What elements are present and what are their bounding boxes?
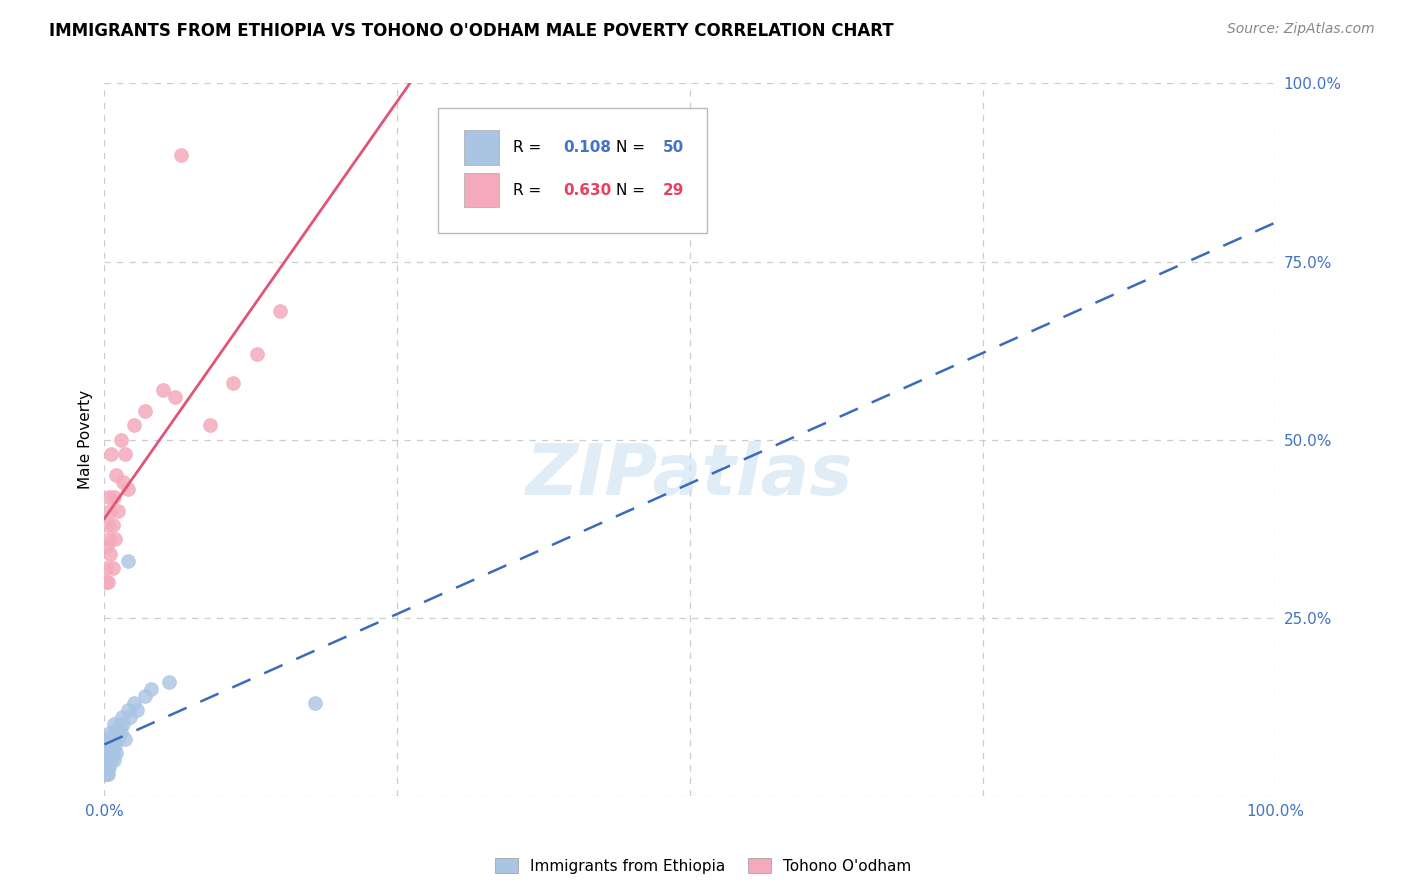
Point: [122, 696, 145, 710]
Legend: Immigrants from Ethiopia, Tohono O'odham: Immigrants from Ethiopia, Tohono O'odham: [488, 852, 918, 880]
Point: [101, 518, 124, 533]
Point: [134, 404, 156, 418]
Text: 0.630: 0.630: [564, 183, 612, 198]
Point: [98, 746, 121, 760]
Point: [98, 504, 121, 518]
Point: [96, 731, 118, 746]
Point: [101, 561, 124, 575]
Point: [110, 433, 132, 447]
Point: [127, 703, 149, 717]
Point: [141, 681, 163, 696]
Point: [105, 746, 128, 760]
Point: [114, 731, 136, 746]
Point: [104, 724, 127, 739]
Point: [97, 753, 120, 767]
Point: [94, 753, 117, 767]
Point: [98, 753, 121, 767]
Point: [97, 574, 120, 589]
Point: [98, 739, 121, 753]
Point: [269, 304, 291, 318]
Point: [100, 447, 122, 461]
Point: [117, 483, 139, 497]
Text: 29: 29: [664, 183, 685, 198]
Text: Source: ZipAtlas.com: Source: ZipAtlas.com: [1227, 22, 1375, 37]
Text: 50: 50: [664, 140, 685, 155]
Point: [97, 731, 120, 746]
Point: [110, 724, 132, 739]
Point: [96, 753, 118, 767]
Point: [97, 518, 120, 533]
Point: [101, 746, 124, 760]
Point: [94, 760, 117, 774]
FancyBboxPatch shape: [464, 173, 499, 207]
Point: [96, 760, 118, 774]
Point: [97, 760, 120, 774]
Point: [117, 703, 139, 717]
Point: [107, 504, 129, 518]
Point: [97, 767, 120, 781]
Point: [246, 347, 269, 361]
Point: [103, 753, 125, 767]
Point: [98, 753, 121, 767]
Point: [100, 753, 122, 767]
Point: [104, 533, 127, 547]
Point: [163, 390, 186, 404]
Point: [134, 689, 156, 703]
Text: IMMIGRANTS FROM ETHIOPIA VS TOHONO O'ODHAM MALE POVERTY CORRELATION CHART: IMMIGRANTS FROM ETHIOPIA VS TOHONO O'ODH…: [49, 22, 894, 40]
Text: 0.108: 0.108: [564, 140, 612, 155]
Point: [103, 717, 125, 731]
Point: [112, 475, 135, 490]
Text: N =: N =: [616, 183, 650, 198]
Point: [103, 490, 125, 504]
Point: [169, 147, 191, 161]
Point: [117, 554, 139, 568]
Point: [98, 746, 121, 760]
Point: [98, 490, 121, 504]
Text: R =: R =: [513, 140, 546, 155]
Point: [98, 731, 121, 746]
Point: [96, 540, 118, 554]
Point: [198, 418, 221, 433]
Point: [105, 731, 128, 746]
Point: [105, 468, 128, 483]
Point: [304, 696, 326, 710]
Point: [94, 767, 117, 781]
Point: [122, 418, 145, 433]
FancyBboxPatch shape: [439, 108, 707, 233]
Point: [97, 739, 120, 753]
Point: [120, 710, 142, 724]
Point: [112, 717, 135, 731]
Point: [104, 739, 127, 753]
Point: [222, 376, 245, 390]
Text: ZIPatlas: ZIPatlas: [526, 441, 853, 509]
Point: [100, 724, 122, 739]
FancyBboxPatch shape: [464, 130, 499, 165]
Point: [157, 674, 180, 689]
Point: [96, 767, 118, 781]
Point: [111, 710, 134, 724]
Point: [94, 746, 117, 760]
Point: [94, 739, 117, 753]
Point: [108, 717, 131, 731]
Point: [98, 760, 121, 774]
Point: [100, 739, 122, 753]
Y-axis label: Male Poverty: Male Poverty: [79, 390, 93, 489]
Point: [97, 746, 120, 760]
Point: [152, 383, 174, 397]
Point: [98, 533, 121, 547]
Point: [107, 731, 129, 746]
Point: [101, 731, 124, 746]
Point: [94, 561, 117, 575]
Point: [94, 574, 117, 589]
Point: [114, 447, 136, 461]
Point: [105, 724, 128, 739]
Text: R =: R =: [513, 183, 546, 198]
Point: [98, 547, 121, 561]
Text: N =: N =: [616, 140, 650, 155]
Point: [96, 746, 118, 760]
